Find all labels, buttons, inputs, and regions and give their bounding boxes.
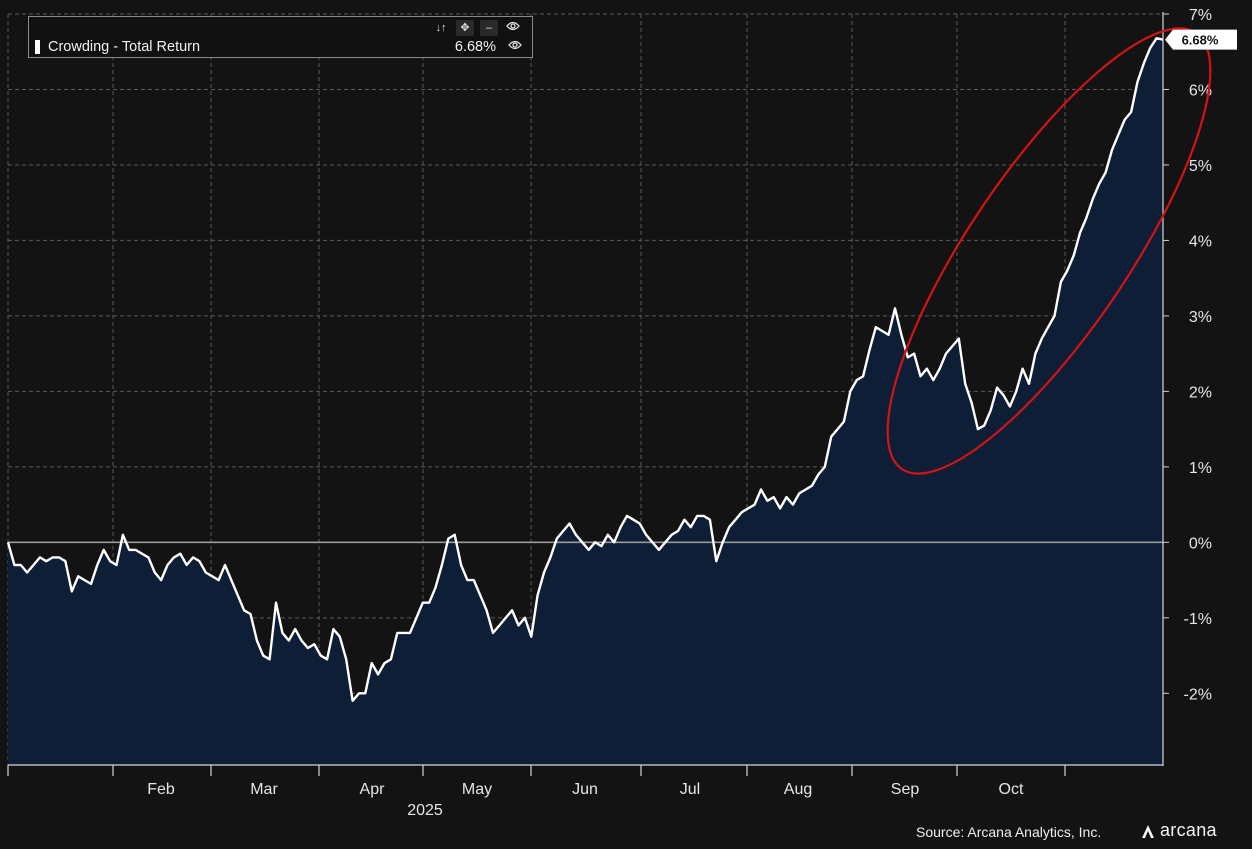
y-tick-label-8: 6%: [1189, 82, 1212, 99]
x-tick-label-2: Apr: [360, 781, 386, 798]
legend-series-value: 6.68%: [454, 39, 496, 55]
sort-arrows-icon[interactable]: ↓↑: [435, 22, 447, 34]
last-value-label: 6.68%: [1165, 29, 1237, 50]
minimize-icon[interactable]: –: [480, 20, 498, 36]
legend-swatch: [35, 40, 40, 54]
y-tick-label-6: 4%: [1189, 233, 1212, 250]
axis-layer: [7, 12, 1169, 776]
series-visibility-eye-icon[interactable]: [508, 39, 522, 55]
x-tick-label-5: Jul: [680, 781, 700, 798]
brand-logo: arcana: [1140, 820, 1217, 841]
legend-panel: ↓↑ ✥ – Crowding - Total Return 6.68%: [28, 16, 533, 58]
legend-series-name: Crowding - Total Return: [48, 39, 201, 55]
last-value-label-text: 6.68%: [1182, 33, 1219, 48]
x-axis-label: 2025: [407, 802, 443, 819]
y-tick-label-5: 3%: [1189, 309, 1212, 326]
arcana-logo-icon: [1142, 824, 1154, 838]
legend-toolbar: ↓↑ ✥ –: [432, 19, 522, 37]
x-tick-label-3: May: [462, 781, 492, 798]
x-tick-labels: Feb Mar Apr May Jun Jul Aug Sep Oct: [147, 781, 1024, 798]
x-tick-label-0: Feb: [147, 781, 175, 798]
y-tick-label-4: 2%: [1189, 384, 1212, 401]
y-tick-label-1: -1%: [1184, 611, 1212, 628]
x-tick-label-6: Aug: [784, 781, 812, 798]
brand-name: arcana: [1160, 820, 1217, 840]
series-area-fill: [8, 38, 1163, 765]
x-tick-label-7: Sep: [891, 781, 920, 798]
y-tick-label-7: 5%: [1189, 158, 1212, 175]
series-line: [6, 37, 1164, 702]
y-tick-labels: -2% -1% 0% 1% 2% 3% 4% 5% 6% 7%: [1184, 7, 1212, 703]
last-value-label-bg: [1165, 29, 1237, 50]
y-tick-label-3: 1%: [1189, 460, 1212, 477]
y-tick-label-2: 0%: [1189, 535, 1212, 552]
legend-series-row[interactable]: Crowding - Total Return 6.68%: [35, 38, 522, 56]
source-note: Source: Arcana Analytics, Inc.: [916, 824, 1102, 840]
y-tick-label-0: -2%: [1184, 686, 1212, 703]
x-tick-label-1: Mar: [250, 781, 278, 798]
move-icon[interactable]: ✥: [456, 20, 474, 36]
x-tick-label-8: Oct: [999, 781, 1024, 798]
y-tick-label-9: 7%: [1189, 7, 1212, 24]
x-tick-label-4: Jun: [572, 781, 598, 798]
eye-icon[interactable]: [504, 20, 522, 36]
